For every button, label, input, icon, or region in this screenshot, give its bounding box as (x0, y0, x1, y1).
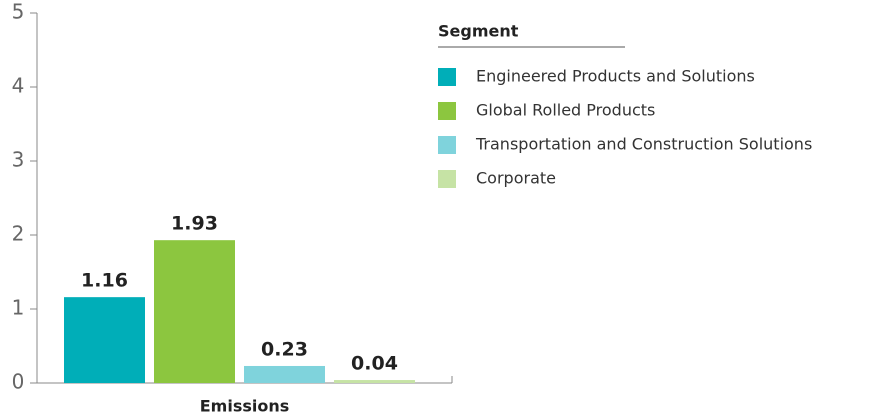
y-tick-label: 2 (12, 222, 25, 246)
legend-swatch (438, 68, 456, 86)
value-label: 1.93 (171, 213, 218, 235)
x-tick-label: Emissions (200, 397, 290, 416)
legend-label: Transportation and Construction Solution… (475, 135, 812, 154)
legend-label: Corporate (476, 169, 556, 188)
legend-swatch (438, 102, 456, 120)
legend-title: Segment (438, 22, 519, 41)
y-tick-label: 4 (12, 74, 25, 98)
legend-label: Engineered Products and Solutions (476, 67, 755, 86)
bar (64, 297, 145, 383)
y-tick-label: 0 (12, 370, 25, 394)
y-tick-label: 1 (12, 296, 25, 320)
bar (154, 240, 235, 383)
legend-label: Global Rolled Products (476, 101, 655, 120)
bar (334, 380, 415, 383)
value-label: 1.16 (81, 270, 128, 292)
value-label: 0.04 (351, 353, 398, 375)
y-tick-label: 3 (12, 148, 25, 172)
bar (244, 365, 325, 383)
legend-swatch (438, 170, 456, 188)
y-tick-label: 5 (12, 0, 25, 24)
value-label: 0.23 (261, 338, 308, 360)
legend-swatch (438, 136, 456, 154)
